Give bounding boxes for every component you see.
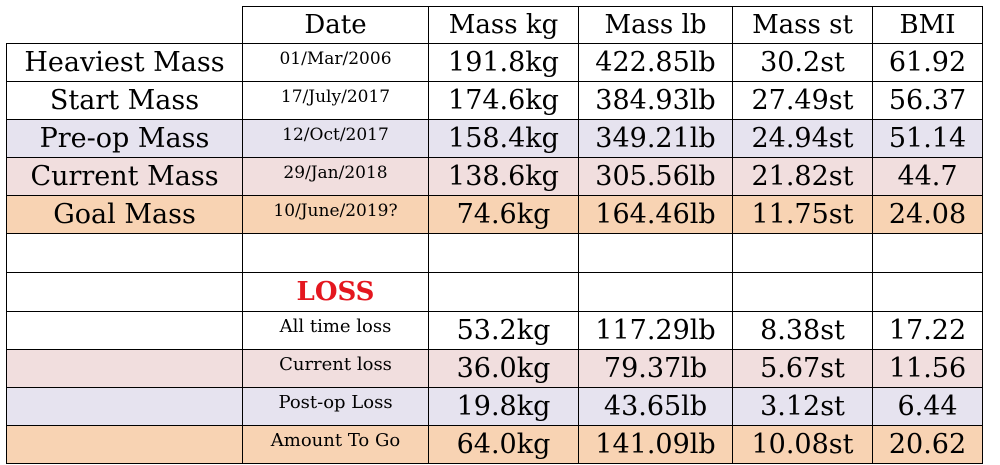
row-label: Goal Mass: [6, 195, 243, 234]
table-row-postop-loss: Post-op Loss 19.8kg 43.65lb 3.12st 6.44: [6, 387, 983, 426]
row-bmi: 61.92: [872, 43, 983, 82]
loss-st: 10.08st: [732, 425, 873, 464]
empty-cell: [428, 272, 579, 312]
row-date: 01/Mar/2006: [242, 43, 429, 82]
empty-cell: [872, 272, 983, 312]
row-label: Start Mass: [6, 81, 243, 120]
row-mass-st: 27.49st: [732, 81, 873, 120]
row-mass-kg: 158.4kg: [428, 119, 579, 158]
row-bmi: 56.37: [872, 81, 983, 120]
empty-cell: [6, 233, 243, 273]
loss-lb: 79.37lb: [578, 349, 733, 388]
empty-cell: [6, 349, 243, 388]
loss-label: All time loss: [242, 311, 429, 350]
empty-cell: [428, 233, 579, 273]
loss-kg: 53.2kg: [428, 311, 579, 350]
header-row: Date Mass kg Mass lb Mass st BMI: [6, 6, 983, 44]
row-bmi: 24.08: [872, 195, 983, 234]
row-bmi: 51.14: [872, 119, 983, 158]
loss-bmi: 17.22: [872, 311, 983, 350]
table-row-preop: Pre-op Mass 12/Oct/2017 158.4kg 349.21lb…: [6, 119, 983, 158]
table-row-amount-to-go: Amount To Go 64.0kg 141.09lb 10.08st 20.…: [6, 425, 983, 464]
row-mass-kg: 174.6kg: [428, 81, 579, 120]
header-mass-st: Mass st: [732, 6, 873, 44]
row-mass-st: 30.2st: [732, 43, 873, 82]
empty-cell: [732, 233, 873, 273]
empty-cell: [6, 311, 243, 350]
row-mass-kg: 191.8kg: [428, 43, 579, 82]
loss-heading: LOSS: [242, 272, 429, 312]
loss-st: 8.38st: [732, 311, 873, 350]
row-label: Current Mass: [6, 157, 243, 196]
loss-bmi: 20.62: [872, 425, 983, 464]
table-row-start: Start Mass 17/July/2017 174.6kg 384.93lb…: [6, 81, 983, 120]
loss-st: 5.67st: [732, 349, 873, 388]
row-mass-kg: 138.6kg: [428, 157, 579, 196]
row-mass-lb: 305.56lb: [578, 157, 733, 196]
row-mass-kg: 74.6kg: [428, 195, 579, 234]
row-label: Pre-op Mass: [6, 119, 243, 158]
spacer-row: [6, 233, 983, 273]
loss-kg: 19.8kg: [428, 387, 579, 426]
loss-st: 3.12st: [732, 387, 873, 426]
row-mass-lb: 384.93lb: [578, 81, 733, 120]
row-date: 17/July/2017: [242, 81, 429, 120]
row-mass-st: 11.75st: [732, 195, 873, 234]
row-label: Heaviest Mass: [6, 43, 243, 82]
empty-cell: [872, 233, 983, 273]
header-empty-cell: [6, 6, 243, 44]
empty-cell: [578, 272, 733, 312]
empty-cell: [578, 233, 733, 273]
row-date: 10/June/2019?: [242, 195, 429, 234]
empty-cell: [242, 233, 429, 273]
table-row-heaviest: Heaviest Mass 01/Mar/2006 191.8kg 422.85…: [6, 43, 983, 82]
row-mass-lb: 422.85lb: [578, 43, 733, 82]
table-row-alltime-loss: All time loss 53.2kg 117.29lb 8.38st 17.…: [6, 311, 983, 350]
empty-cell: [6, 272, 243, 312]
table-row-current-loss: Current loss 36.0kg 79.37lb 5.67st 11.56: [6, 349, 983, 388]
loss-bmi: 6.44: [872, 387, 983, 426]
loss-label: Current loss: [242, 349, 429, 388]
row-date: 12/Oct/2017: [242, 119, 429, 158]
row-mass-lb: 349.21lb: [578, 119, 733, 158]
table-row-goal: Goal Mass 10/June/2019? 74.6kg 164.46lb …: [6, 195, 983, 234]
table-row-current: Current Mass 29/Jan/2018 138.6kg 305.56l…: [6, 157, 983, 196]
loss-lb: 43.65lb: [578, 387, 733, 426]
empty-cell: [732, 272, 873, 312]
loss-heading-row: LOSS: [6, 272, 983, 312]
row-date: 29/Jan/2018: [242, 157, 429, 196]
loss-bmi: 11.56: [872, 349, 983, 388]
header-mass-lb: Mass lb: [578, 6, 733, 44]
loss-lb: 141.09lb: [578, 425, 733, 464]
empty-cell: [6, 387, 243, 426]
row-bmi: 44.7: [872, 157, 983, 196]
header-date: Date: [242, 6, 429, 44]
loss-label: Post-op Loss: [242, 387, 429, 426]
row-mass-st: 21.82st: [732, 157, 873, 196]
loss-kg: 36.0kg: [428, 349, 579, 388]
header-bmi: BMI: [872, 6, 983, 44]
row-mass-st: 24.94st: [732, 119, 873, 158]
row-mass-lb: 164.46lb: [578, 195, 733, 234]
loss-label: Amount To Go: [242, 425, 429, 464]
header-mass-kg: Mass kg: [428, 6, 579, 44]
mass-table-container: Date Mass kg Mass lb Mass st BMI Heavies…: [6, 6, 983, 464]
loss-lb: 117.29lb: [578, 311, 733, 350]
mass-table: Date Mass kg Mass lb Mass st BMI Heavies…: [6, 6, 983, 464]
loss-kg: 64.0kg: [428, 425, 579, 464]
empty-cell: [6, 425, 243, 464]
